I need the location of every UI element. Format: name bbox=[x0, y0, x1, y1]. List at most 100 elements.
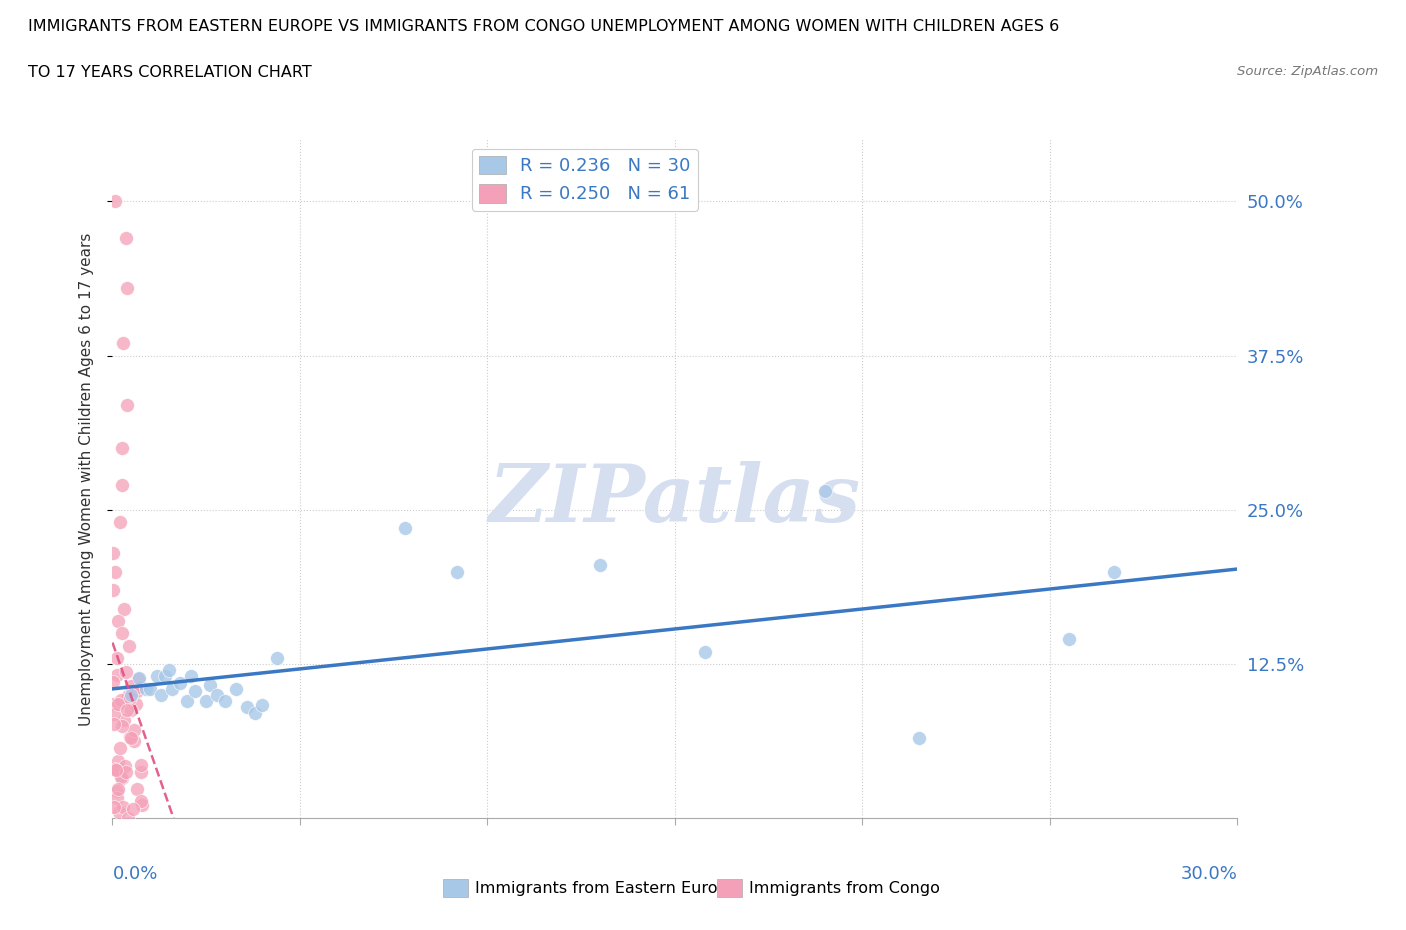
Point bbox=[114, 758, 136, 773]
Text: Source: ZipAtlas.com: Source: ZipAtlas.com bbox=[1237, 65, 1378, 78]
Point bbox=[195, 694, 218, 709]
Point bbox=[103, 565, 125, 579]
Point bbox=[101, 582, 124, 597]
Text: Immigrants from Eastern Europe: Immigrants from Eastern Europe bbox=[475, 881, 738, 896]
Point bbox=[107, 697, 129, 711]
Point bbox=[266, 650, 288, 665]
Point bbox=[104, 193, 127, 208]
Point bbox=[112, 601, 135, 616]
Point bbox=[180, 669, 202, 684]
Text: 30.0%: 30.0% bbox=[1181, 865, 1237, 883]
Point bbox=[115, 665, 138, 680]
Point bbox=[105, 668, 128, 683]
Point bbox=[1057, 632, 1080, 647]
Point bbox=[184, 684, 207, 698]
Point bbox=[101, 674, 124, 689]
Point bbox=[125, 684, 148, 698]
Point bbox=[131, 798, 153, 813]
Point bbox=[124, 734, 146, 749]
Point bbox=[111, 626, 134, 641]
Point bbox=[131, 794, 153, 809]
Point bbox=[105, 784, 128, 799]
Point bbox=[1102, 565, 1125, 579]
Legend: R = 0.236   N = 30, R = 0.250   N = 61: R = 0.236 N = 30, R = 0.250 N = 61 bbox=[472, 149, 697, 211]
Point bbox=[394, 521, 416, 536]
Point bbox=[103, 706, 125, 721]
Point bbox=[110, 771, 132, 786]
Point bbox=[214, 694, 236, 709]
Point bbox=[120, 731, 142, 746]
Point bbox=[125, 697, 148, 711]
Point bbox=[127, 782, 149, 797]
Point bbox=[169, 675, 191, 690]
Point bbox=[157, 663, 180, 678]
Point bbox=[103, 697, 125, 711]
Text: TO 17 YEARS CORRELATION CHART: TO 17 YEARS CORRELATION CHART bbox=[28, 65, 312, 80]
Point bbox=[120, 703, 142, 718]
Point bbox=[243, 706, 266, 721]
Text: 0.0%: 0.0% bbox=[112, 865, 157, 883]
Point bbox=[589, 558, 612, 573]
Point bbox=[108, 804, 131, 819]
Point bbox=[120, 730, 142, 745]
Point bbox=[118, 638, 141, 653]
Point bbox=[693, 644, 716, 659]
Point bbox=[236, 700, 259, 715]
Point bbox=[150, 687, 173, 702]
Point bbox=[207, 687, 229, 702]
Point bbox=[105, 790, 128, 805]
Point bbox=[111, 441, 134, 456]
Point bbox=[814, 484, 837, 498]
Point bbox=[110, 719, 132, 734]
Point bbox=[107, 753, 129, 768]
Y-axis label: Unemployment Among Women with Children Ages 6 to 17 years: Unemployment Among Women with Children A… bbox=[79, 232, 94, 725]
Point bbox=[103, 800, 125, 815]
Text: ZIPatlas: ZIPatlas bbox=[489, 460, 860, 538]
Point bbox=[107, 763, 129, 777]
Point bbox=[176, 694, 198, 709]
Point bbox=[107, 781, 129, 796]
Point bbox=[129, 758, 152, 773]
Point bbox=[115, 231, 138, 246]
Point bbox=[112, 712, 135, 727]
Text: Immigrants from Congo: Immigrants from Congo bbox=[749, 881, 941, 896]
Point bbox=[105, 763, 128, 777]
Point bbox=[120, 690, 142, 705]
Point bbox=[907, 731, 929, 746]
Point bbox=[252, 698, 274, 712]
Point bbox=[198, 678, 221, 693]
Point bbox=[135, 682, 157, 697]
Point bbox=[117, 810, 139, 825]
Point bbox=[162, 682, 184, 697]
Point bbox=[129, 764, 152, 779]
Point bbox=[105, 650, 128, 665]
Point bbox=[110, 741, 132, 756]
Point bbox=[112, 800, 135, 815]
Point bbox=[110, 514, 132, 529]
Point bbox=[139, 682, 162, 697]
Point bbox=[446, 565, 468, 579]
Point bbox=[114, 764, 136, 779]
Point bbox=[120, 687, 142, 702]
Point bbox=[122, 723, 145, 737]
Point bbox=[225, 682, 247, 697]
Point bbox=[111, 478, 134, 493]
Point bbox=[122, 802, 145, 817]
Point bbox=[115, 397, 138, 412]
Point bbox=[117, 688, 139, 703]
Point bbox=[110, 692, 132, 707]
Point bbox=[107, 614, 129, 629]
Point bbox=[153, 669, 176, 684]
Point bbox=[110, 769, 132, 784]
Point bbox=[117, 703, 139, 718]
Point bbox=[128, 680, 150, 695]
Point bbox=[120, 678, 142, 693]
Point bbox=[128, 671, 150, 685]
Point bbox=[101, 546, 124, 561]
Point bbox=[111, 336, 134, 351]
Point bbox=[115, 280, 138, 295]
Point bbox=[127, 671, 149, 686]
Point bbox=[104, 762, 127, 777]
Point bbox=[146, 669, 169, 684]
Point bbox=[103, 716, 125, 731]
